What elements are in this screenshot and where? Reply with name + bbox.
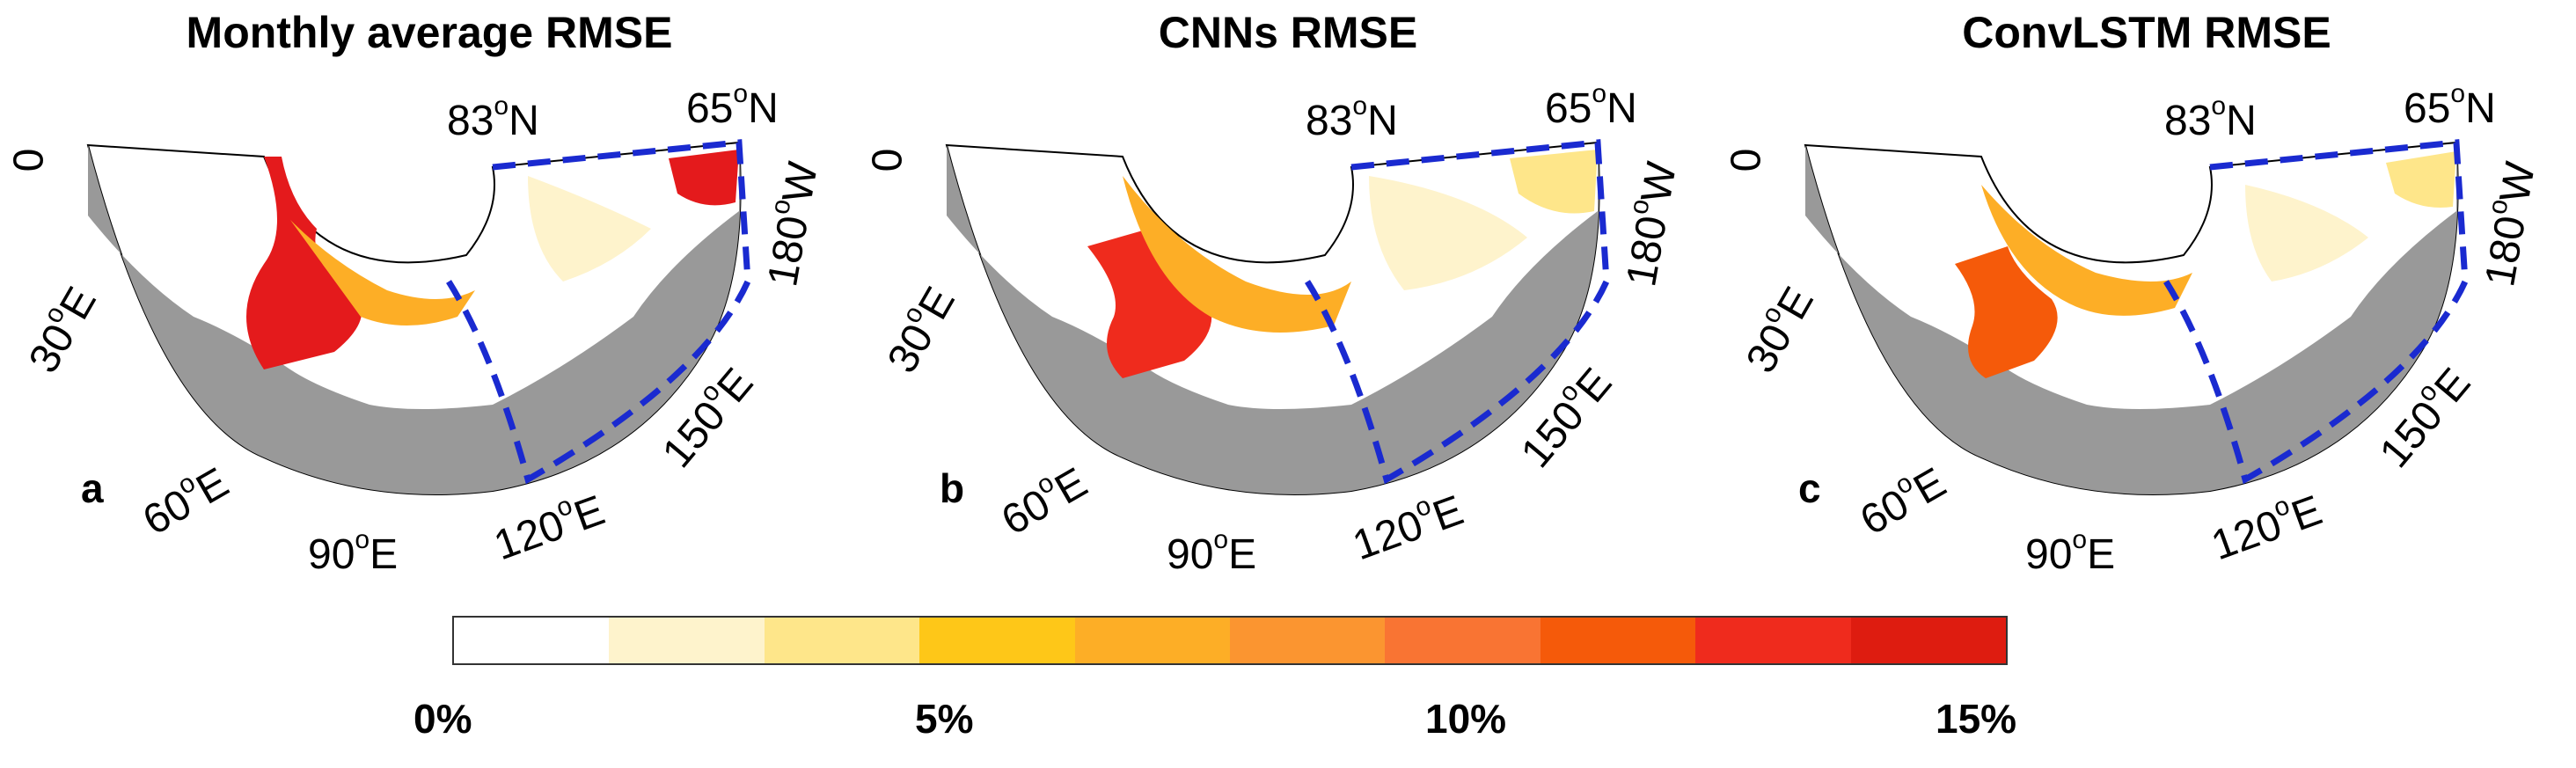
colorbar-segment <box>1230 618 1386 663</box>
lat-label-65n: 65oN <box>1545 79 1637 132</box>
colorbar-tick-5: 5% <box>915 696 974 742</box>
ice-error-mid <box>1981 185 2192 316</box>
colorbar-tick-15: 15% <box>1936 696 2017 742</box>
panel-title: Monthly average RMSE <box>186 8 673 57</box>
colorbar-segment <box>1074 618 1231 663</box>
panel-title: CNNs RMSE <box>1158 8 1418 57</box>
ice-error-high <box>1955 246 2058 378</box>
panel-letter: c <box>1798 465 1821 511</box>
lon-label-90e: 90oE <box>2025 525 2116 578</box>
ice-error-east <box>1510 150 1598 214</box>
panel-c: ConvLSTM RMSE 0 30oE 60oE 90oE 120oE 150… <box>1717 0 2576 616</box>
boundary-line <box>446 139 751 485</box>
lat-label-83n: 83oN <box>1306 91 1398 144</box>
panel-a: Monthly average RMSE 0 30oE 60oE 90oE 12… <box>0 0 859 616</box>
lat-label-83n: 83oN <box>447 91 539 144</box>
lon-label-0: 0 <box>1723 148 1770 172</box>
panel-b: CNNs RMSE 0 30oE 60oE 90oE 120oE 150oE 1… <box>859 0 1717 616</box>
colorbar-segment <box>454 618 610 663</box>
colorbar <box>452 616 2008 665</box>
colorbar-tick-10: 10% <box>1425 696 1507 742</box>
lat-label-83n: 83oN <box>2164 91 2257 144</box>
polar-map <box>945 139 1610 496</box>
colorbar-tick-0: 0% <box>413 696 472 742</box>
colorbar-segment <box>1695 618 1851 663</box>
polar-map <box>1804 139 2469 496</box>
colorbar-segment <box>919 618 1075 663</box>
polar-map <box>86 139 751 496</box>
colorbar-segment <box>609 618 765 663</box>
lon-label-90e: 90oE <box>1167 525 1257 578</box>
ice-error-east <box>2386 151 2456 208</box>
land-mass <box>88 143 741 495</box>
ice-error-light <box>528 176 651 282</box>
lon-label-90e: 90oE <box>308 525 399 578</box>
ice-error-high <box>1087 229 1212 378</box>
colorbar-segment <box>1385 618 1540 663</box>
panel-title: ConvLSTM RMSE <box>1962 8 2331 57</box>
colorbar-segment <box>764 618 920 663</box>
ice-error-east <box>669 150 739 206</box>
colorbar-segment <box>1540 618 1696 663</box>
ice-error-light <box>1369 176 1527 290</box>
ice-error-light <box>2245 185 2368 282</box>
land-mass <box>1805 143 2458 495</box>
panel-letter: a <box>81 465 104 511</box>
boundary-line <box>1305 139 1610 485</box>
lat-label-65n: 65oN <box>2404 79 2496 132</box>
land-mass <box>947 143 1599 495</box>
ice-error-mid <box>290 220 475 325</box>
lon-label-0: 0 <box>864 148 911 172</box>
ice-error-high <box>246 157 362 369</box>
lat-label-65n: 65oN <box>686 79 779 132</box>
lon-label-0: 0 <box>5 148 53 172</box>
colorbar-segment <box>1850 618 2007 663</box>
panel-letter: b <box>940 465 965 511</box>
boundary-line <box>2163 139 2469 485</box>
